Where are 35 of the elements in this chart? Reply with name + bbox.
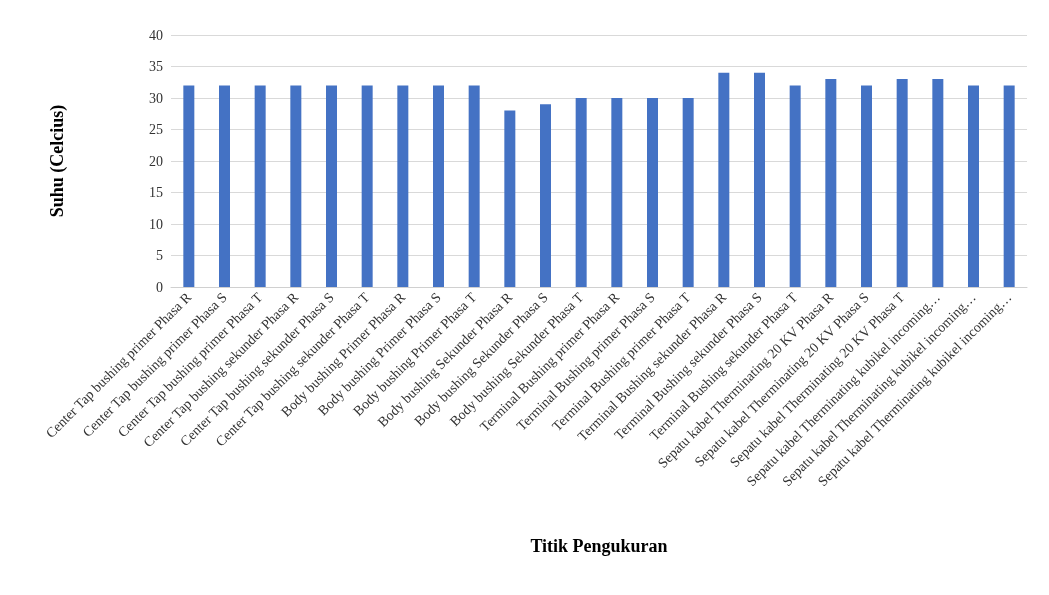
bar [825,79,837,287]
bar [682,98,694,287]
y-tick-label: 25 [149,122,163,137]
y-tick-label: 40 [149,27,163,43]
bar [968,85,979,287]
y-axis-title: Suhu (Celcius) [47,104,68,218]
bar [468,85,480,287]
bar [575,98,587,287]
bar [397,85,409,287]
bar [540,104,551,287]
bar [504,110,516,287]
y-tick-label: 20 [149,153,163,169]
y-tick-label: 0 [156,279,163,295]
x-axis-title: Titik Pengukuran [530,536,668,556]
bar [789,85,801,287]
bar [896,79,908,287]
bar [290,85,302,287]
bar [718,72,730,287]
y-tick-label: 10 [149,216,163,232]
y-tick-label: 30 [149,90,163,106]
bar [361,85,373,287]
bar [1003,85,1015,287]
bar [326,85,337,287]
bar [932,79,944,287]
y-tick-label: 15 [149,185,163,200]
bar [647,98,658,287]
y-tick-label: 35 [149,59,163,74]
bar [861,85,872,287]
y-tick-label: 5 [156,248,163,263]
bar [611,98,623,287]
bar [433,85,444,287]
bar [219,85,230,287]
bar [183,85,195,287]
bar [254,85,266,287]
bar [754,72,765,287]
